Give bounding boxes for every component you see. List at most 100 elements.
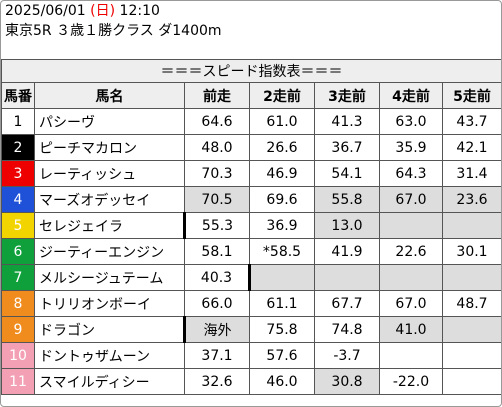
column-header: 馬番 [1,82,35,109]
row: 6 ジーティーエンジン 58.1 *58.5 41.9 22.6 30.1 [1,238,501,265]
speed-index: 23.6 [441,186,501,213]
horse-name: セレジェイラ [34,212,185,239]
speed-index [314,264,380,291]
speed-index: 48.7 [441,290,501,317]
speed-index: 75.8 [249,316,315,343]
speed-index [248,264,315,291]
speed-index: 64.3 [379,160,443,187]
horse-name: ドラゴン [34,316,185,343]
speed-index: 30.1 [441,238,501,265]
speed-index: 31.4 [441,160,501,187]
row: 11 スマイルディシー 32.6 46.0 30.8 -22.0 [1,368,501,395]
speed-index: 54.1 [314,160,380,187]
speed-index: 66.0 [184,290,250,317]
row: 3 レーティッシュ 70.3 46.9 54.1 64.3 31.4 [1,160,501,187]
speed-index: 41.0 [379,316,443,343]
row: 5 セレジェイラ 55.3 36.9 13.0 [1,212,501,239]
speed-index: *58.5 [249,238,315,265]
speed-index [379,342,443,369]
speed-index: 40.3 [184,264,250,291]
horse-number: 9 [1,316,35,343]
speed-index: 26.6 [249,134,315,161]
speed-index: 61.0 [249,108,315,135]
horse-name: マーズオデッセイ [34,186,185,213]
horse-number: 8 [1,290,35,317]
speed-index: 35.9 [379,134,443,161]
horse-name: トリリオンボーイ [34,290,185,317]
row: 7 メルシージュテーム 40.3 [1,264,501,291]
horse-number: 2 [1,134,35,161]
speed-index: 70.5 [184,186,250,213]
speed-index: 67.7 [314,290,380,317]
paren: ) [109,3,116,19]
speed-index: 32.6 [184,368,250,395]
speed-index: 42.1 [441,134,501,161]
horse-number: 3 [1,160,35,187]
speed-index: 46.9 [249,160,315,187]
speed-index [441,368,501,395]
speed-index: 64.6 [184,108,250,135]
speed-index: 74.8 [314,316,380,343]
speed-index: 67.0 [379,290,443,317]
horse-name: ピーチマカロン [34,134,185,161]
horse-number: 11 [1,368,35,395]
speed-index: 13.0 [314,212,380,239]
speed-index: 67.0 [379,186,443,213]
speed-index: 22.6 [379,238,443,265]
speed-index [441,264,501,291]
horse-name: レーティッシュ [34,160,185,187]
speed-index [379,264,443,291]
speed-index: 30.8 [314,368,380,395]
horse-name: ドントゥザムーン [34,342,185,369]
time: 12:10 [119,3,160,19]
table-title: ＝＝＝スピード指数表＝＝＝ [1,59,501,83]
speed-index: 58.1 [184,238,250,265]
row: 9 ドラゴン 海外 75.8 74.8 41.0 [1,316,501,343]
speed-index: 41.3 [314,108,380,135]
column-header: 前走 [184,82,250,109]
speed-index: -3.7 [314,342,380,369]
column-header: 3走前 [314,82,380,109]
speed-table: ＝＝＝スピード指数表＝＝＝ 馬番 馬名 前走 2走前 3走前 4走前 5走前 1 パシーヴ 64… [1,59,501,395]
row: 10 ドントゥザムーン 37.1 57.6 -3.7 [1,342,501,369]
column-header: 2走前 [249,82,315,109]
date: 2025/06/01 [5,3,86,19]
column-header: 馬名 [34,82,185,109]
speed-index: 55.3 [183,212,250,239]
speed-index: 43.7 [441,108,501,135]
speed-index: 69.6 [249,186,315,213]
speed-index: 63.0 [379,108,443,135]
horse-number: 10 [1,342,35,369]
speed-index: 36.9 [249,212,315,239]
row: 8 トリリオンボーイ 66.0 61.1 67.7 67.0 48.7 [1,290,501,317]
date-line: 2025/06/01 (日) 12:10 [1,1,501,21]
table-body: ＝＝＝スピード指数表＝＝＝ 馬番 馬名 前走 2走前 3走前 4走前 5走前 1 パシーヴ 64… [1,59,501,395]
weekday: 日 [95,3,110,19]
horse-number: 5 [1,212,35,239]
column-header: 5走前 [441,82,501,109]
speed-index: 70.3 [184,160,250,187]
speed-index: -22.0 [379,368,443,395]
speed-index: 48.0 [184,134,250,161]
horse-number: 4 [1,186,35,213]
race-info: 東京5R ３歳１勝クラス ダ1400m [5,23,222,39]
horse-name: パシーヴ [34,108,185,135]
speed-index [441,212,501,239]
row: 2 ピーチマカロン 48.0 26.6 36.7 35.9 42.1 [1,134,501,161]
horse-name: メルシージュテーム [34,264,185,291]
speed-index: 61.1 [249,290,315,317]
speed-index: 37.1 [184,342,250,369]
speed-index [441,316,501,343]
speed-index: 41.9 [314,238,380,265]
horse-number: 6 [1,238,35,265]
speed-index: 海外 [183,316,250,343]
speed-index: 46.0 [249,368,315,395]
horse-name: ジーティーエンジン [34,238,185,265]
horse-number: 1 [1,108,35,135]
horse-name: スマイルディシー [34,368,185,395]
horse-number: 7 [1,264,35,291]
row: 4 マーズオデッセイ 70.5 69.6 55.8 67.0 23.6 [1,186,501,213]
row: 1 パシーヴ 64.6 61.0 41.3 63.0 43.7 [1,108,501,135]
paren: ( [90,3,96,19]
